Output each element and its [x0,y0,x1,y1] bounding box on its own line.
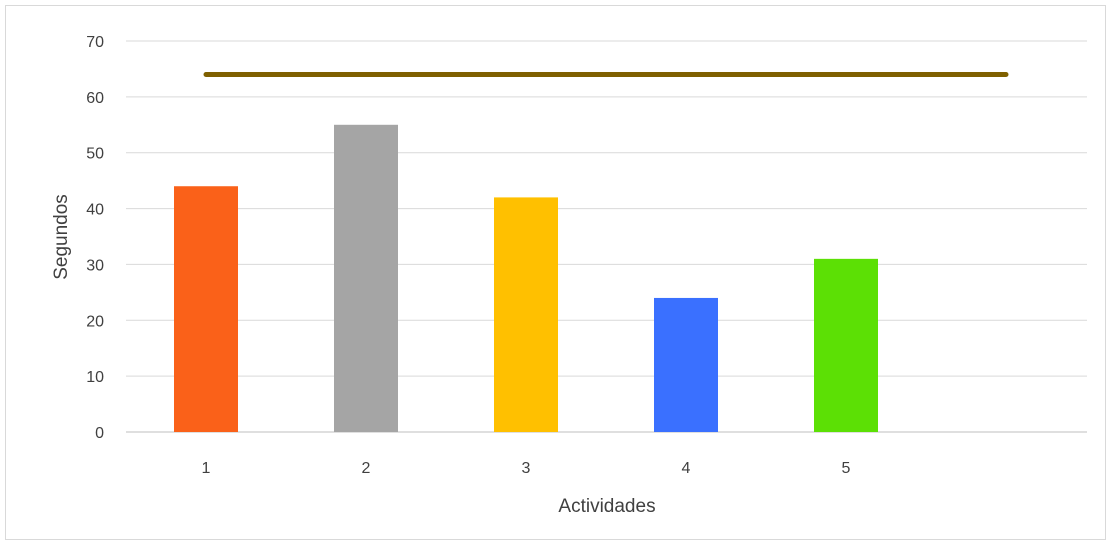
x-tick-label-3: 3 [522,460,531,477]
bars [174,124,878,433]
x-tick-label-1: 1 [202,460,211,477]
y-tick-label: 50 [86,146,104,163]
x-tick-label-2: 2 [362,460,371,477]
x-tick-labels: 1 2 3 4 5 [202,460,851,477]
x-tick-label-4: 4 [682,460,691,477]
y-tick-label: 0 [95,425,104,442]
y-tick-label: 30 [86,257,104,274]
gridlines [126,40,1087,433]
y-tick-label: 70 [86,34,104,51]
y-tick-label: 60 [86,90,104,107]
y-tick-label: 40 [86,202,104,219]
bar-2 [334,124,398,433]
bar-3 [494,197,558,432]
y-tick-labels: 0 10 20 30 40 50 60 70 [86,34,104,442]
x-tick-label-5: 5 [842,460,851,477]
bar-5 [814,258,878,432]
y-tick-label: 10 [86,369,104,386]
y-tick-label: 20 [86,313,104,330]
x-axis-title: Actividades [558,496,655,517]
bar-1 [174,186,238,432]
y-axis-title: Segundos [51,194,72,280]
bar-4 [654,297,718,432]
